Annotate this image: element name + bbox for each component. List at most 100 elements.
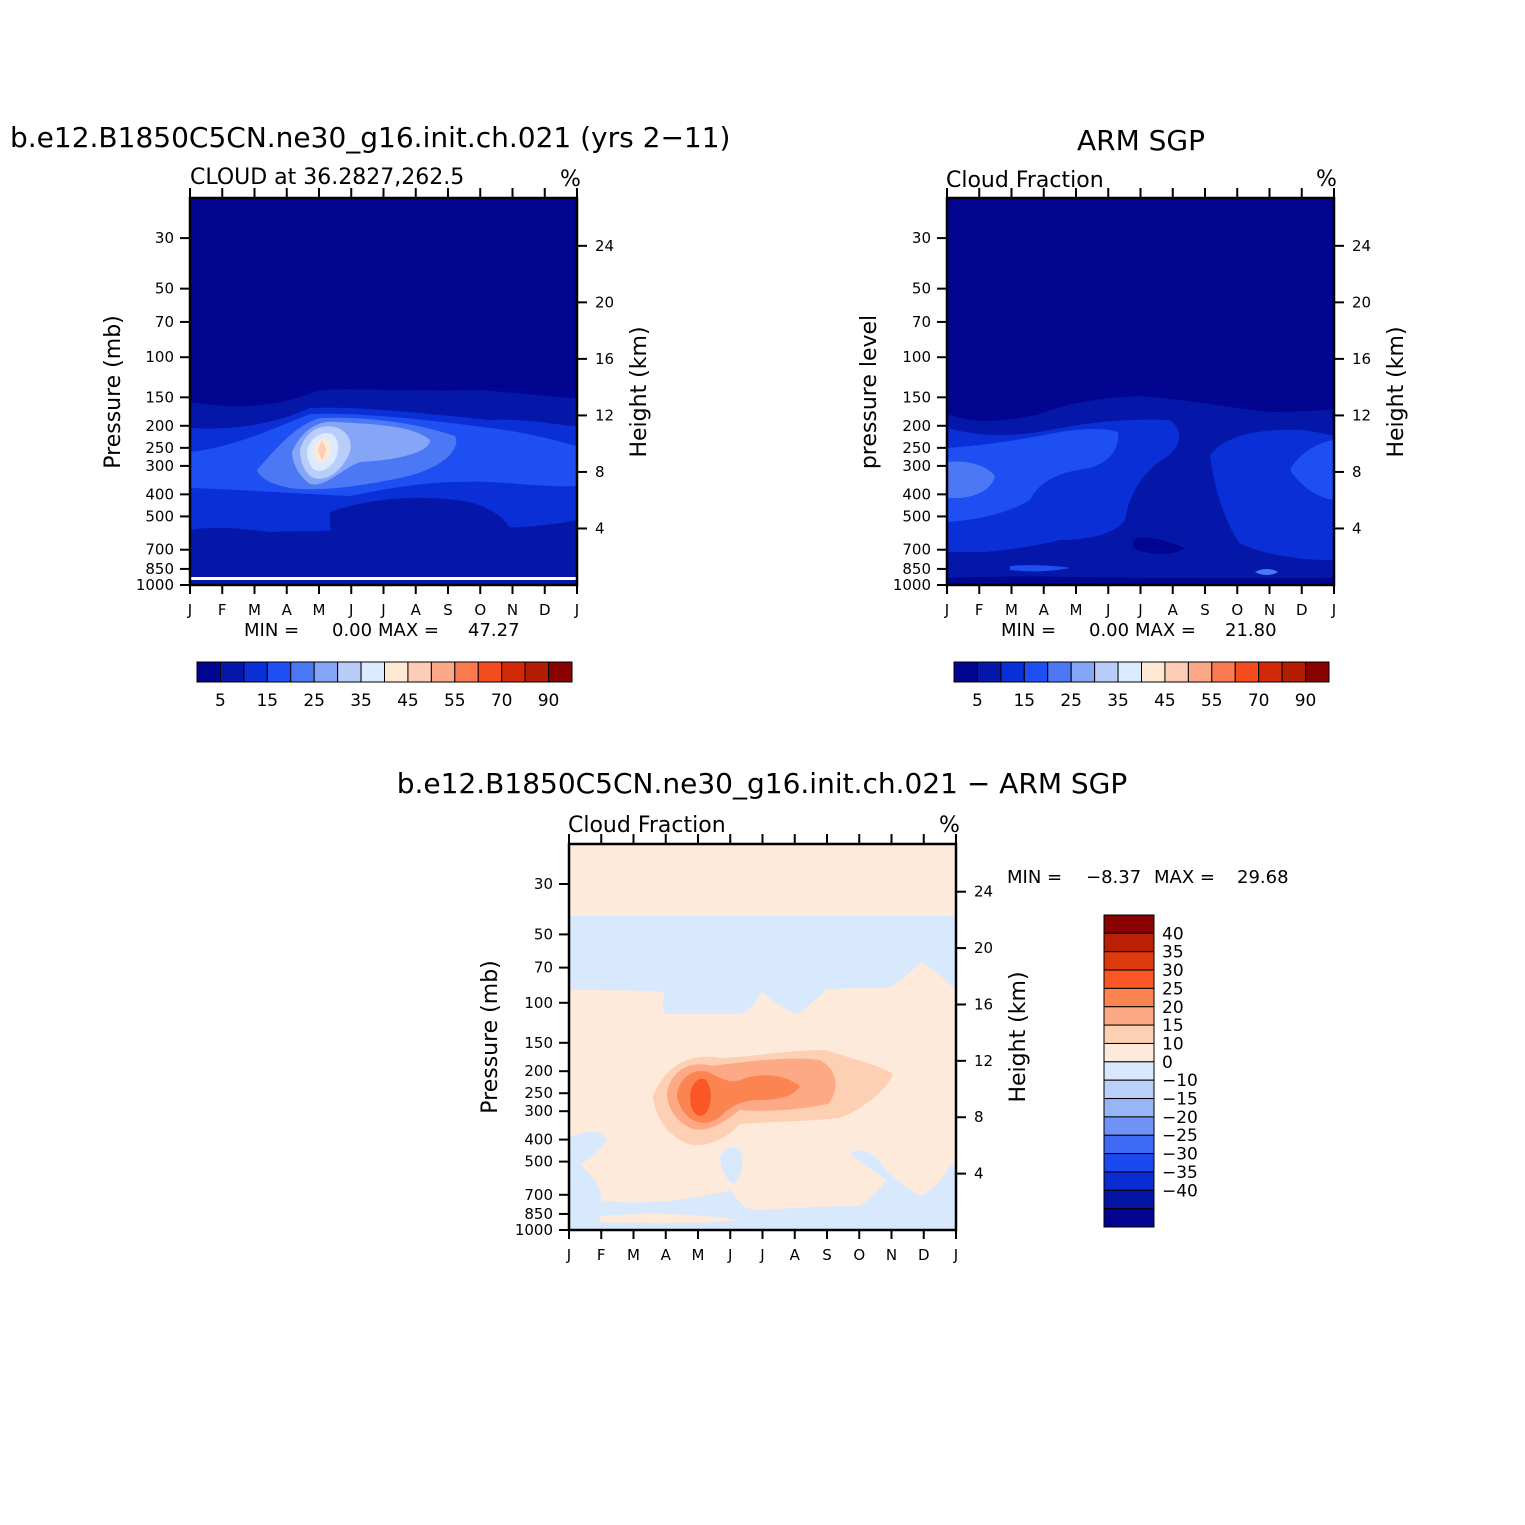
colorbar-label: 30 bbox=[1162, 961, 1184, 981]
surface-gap bbox=[190, 577, 577, 580]
y-tick-label: 300 bbox=[524, 1102, 553, 1120]
y-tick-label: 50 bbox=[534, 925, 553, 943]
colorbar-swatch bbox=[454, 661, 479, 683]
y2-tick-label: 4 bbox=[974, 1165, 984, 1183]
panel-diff-stats: MIN = −8.37 MAX = 29.68 bbox=[1007, 867, 1289, 888]
x-tick-label: J bbox=[1331, 601, 1336, 619]
colorbar-label: 35 bbox=[350, 691, 372, 711]
x-tick-label: M bbox=[248, 601, 261, 619]
y2-tick-label: 24 bbox=[1352, 237, 1371, 255]
y-tick-label: 1000 bbox=[515, 1221, 553, 1239]
colorbar-label: 55 bbox=[1201, 691, 1223, 711]
stat-min-label: MIN = bbox=[244, 620, 299, 641]
y-tick-label: 500 bbox=[524, 1153, 553, 1171]
panel-obs-colorbar: 5 15 25 35 45 55 70 90 bbox=[953, 661, 1330, 711]
colorbar-swatch bbox=[1103, 1098, 1155, 1118]
colorbar-label: 25 bbox=[1060, 691, 1082, 711]
x-tick-label: J bbox=[953, 1246, 958, 1264]
x-tick-label: S bbox=[822, 1246, 832, 1264]
x-tick-label: J bbox=[574, 601, 579, 619]
y-tick-label: 700 bbox=[524, 1186, 553, 1204]
y-tick-label: 300 bbox=[902, 457, 931, 475]
y-tick-label: 1000 bbox=[136, 576, 174, 594]
x-tick-label: J bbox=[759, 1246, 764, 1264]
colorbar-swatch bbox=[1187, 661, 1213, 683]
colorbar-label: 90 bbox=[538, 691, 560, 711]
y2-tick-label: 16 bbox=[595, 350, 614, 368]
colorbar-swatch bbox=[1103, 1153, 1155, 1173]
y-tick-label: 1000 bbox=[893, 576, 931, 594]
colorbar-swatch bbox=[1103, 1116, 1155, 1136]
colorbar-swatch bbox=[243, 661, 268, 683]
field-band-45 bbox=[318, 440, 326, 460]
colorbar-swatch bbox=[1103, 969, 1155, 989]
y-tick-label: 50 bbox=[155, 280, 174, 298]
colorbar-swatch bbox=[1258, 661, 1283, 683]
x-tick-label: A bbox=[411, 601, 422, 619]
colorbar-swatch bbox=[953, 661, 978, 683]
x-tick-label: D bbox=[1296, 601, 1308, 619]
colorbar-label: 70 bbox=[491, 691, 513, 711]
colorbar-swatch bbox=[1141, 661, 1166, 683]
x-tick-label: O bbox=[853, 1246, 865, 1264]
panel-obs-units: % bbox=[1316, 167, 1337, 192]
x-tick-label: O bbox=[474, 601, 486, 619]
y-tick-label: 150 bbox=[145, 388, 174, 406]
y2-tick-label: 20 bbox=[595, 293, 614, 311]
x-tick-label: M bbox=[627, 1246, 640, 1264]
y-tick-label: 400 bbox=[145, 485, 174, 503]
y2-tick-label: 4 bbox=[1352, 519, 1362, 537]
colorbar-label: 35 bbox=[1107, 691, 1129, 711]
y2-tick-label: 4 bbox=[595, 519, 605, 537]
colorbar-swatch bbox=[1305, 661, 1330, 683]
x-tick-label: J bbox=[187, 601, 192, 619]
x-tick-label: O bbox=[1231, 601, 1243, 619]
colorbar-swatch bbox=[196, 661, 221, 683]
y-tick-label: 30 bbox=[534, 875, 553, 893]
y-tick-label: 200 bbox=[902, 417, 931, 435]
colorbar-swatch bbox=[1103, 1061, 1155, 1081]
colorbar-swatch bbox=[1023, 661, 1049, 683]
colorbar-label: −35 bbox=[1162, 1163, 1198, 1183]
x-tick-label: F bbox=[975, 601, 984, 619]
x-tick-label: J bbox=[944, 601, 949, 619]
x-tick-label: M bbox=[1070, 601, 1083, 619]
colorbar-swatch bbox=[1103, 914, 1155, 934]
colorbar-swatch bbox=[1070, 661, 1096, 683]
colorbar-swatch bbox=[430, 661, 456, 683]
colorbar-swatch bbox=[1103, 1171, 1155, 1191]
stat-max-label: MAX = bbox=[1154, 867, 1215, 888]
panel-model-units: % bbox=[560, 167, 581, 192]
field-neg-lower bbox=[569, 1131, 956, 1230]
panel-diff-plot bbox=[567, 842, 958, 1232]
y-tick-label: 200 bbox=[145, 417, 174, 435]
colorbar-swatch bbox=[1103, 987, 1155, 1008]
colorbar-swatch bbox=[477, 661, 503, 683]
colorbar-label: 45 bbox=[397, 691, 419, 711]
y2-tick-label: 20 bbox=[1352, 293, 1371, 311]
panel-obs-stats: MIN = 0.00 MAX = 21.80 bbox=[1001, 620, 1277, 641]
field-pos-25 bbox=[690, 1078, 711, 1116]
colorbar-swatch bbox=[360, 661, 385, 683]
field-low-streak bbox=[1010, 565, 1070, 572]
field-surface bbox=[947, 576, 1334, 585]
x-tick-label: J bbox=[380, 601, 385, 619]
colorbar-swatch bbox=[1103, 951, 1155, 971]
field-band-20 bbox=[947, 461, 995, 498]
stat-max-value: 21.80 bbox=[1225, 620, 1277, 641]
colorbar-swatch bbox=[219, 661, 245, 683]
colorbar-label: 15 bbox=[1013, 691, 1035, 711]
field-background bbox=[569, 844, 956, 1230]
y-tick-label: 70 bbox=[155, 313, 174, 331]
y2-tick-label: 20 bbox=[974, 939, 993, 957]
y-tick-label: 30 bbox=[155, 229, 174, 247]
x-tick-label: M bbox=[1005, 601, 1018, 619]
y-tick-label: 200 bbox=[524, 1062, 553, 1080]
panel-obs-subtitle: Cloud Fraction bbox=[946, 168, 1104, 193]
colorbar-swatch bbox=[1047, 661, 1072, 683]
colorbar-swatch bbox=[337, 661, 362, 683]
x-tick-label: S bbox=[443, 601, 453, 619]
colorbar-swatch bbox=[1103, 932, 1155, 953]
